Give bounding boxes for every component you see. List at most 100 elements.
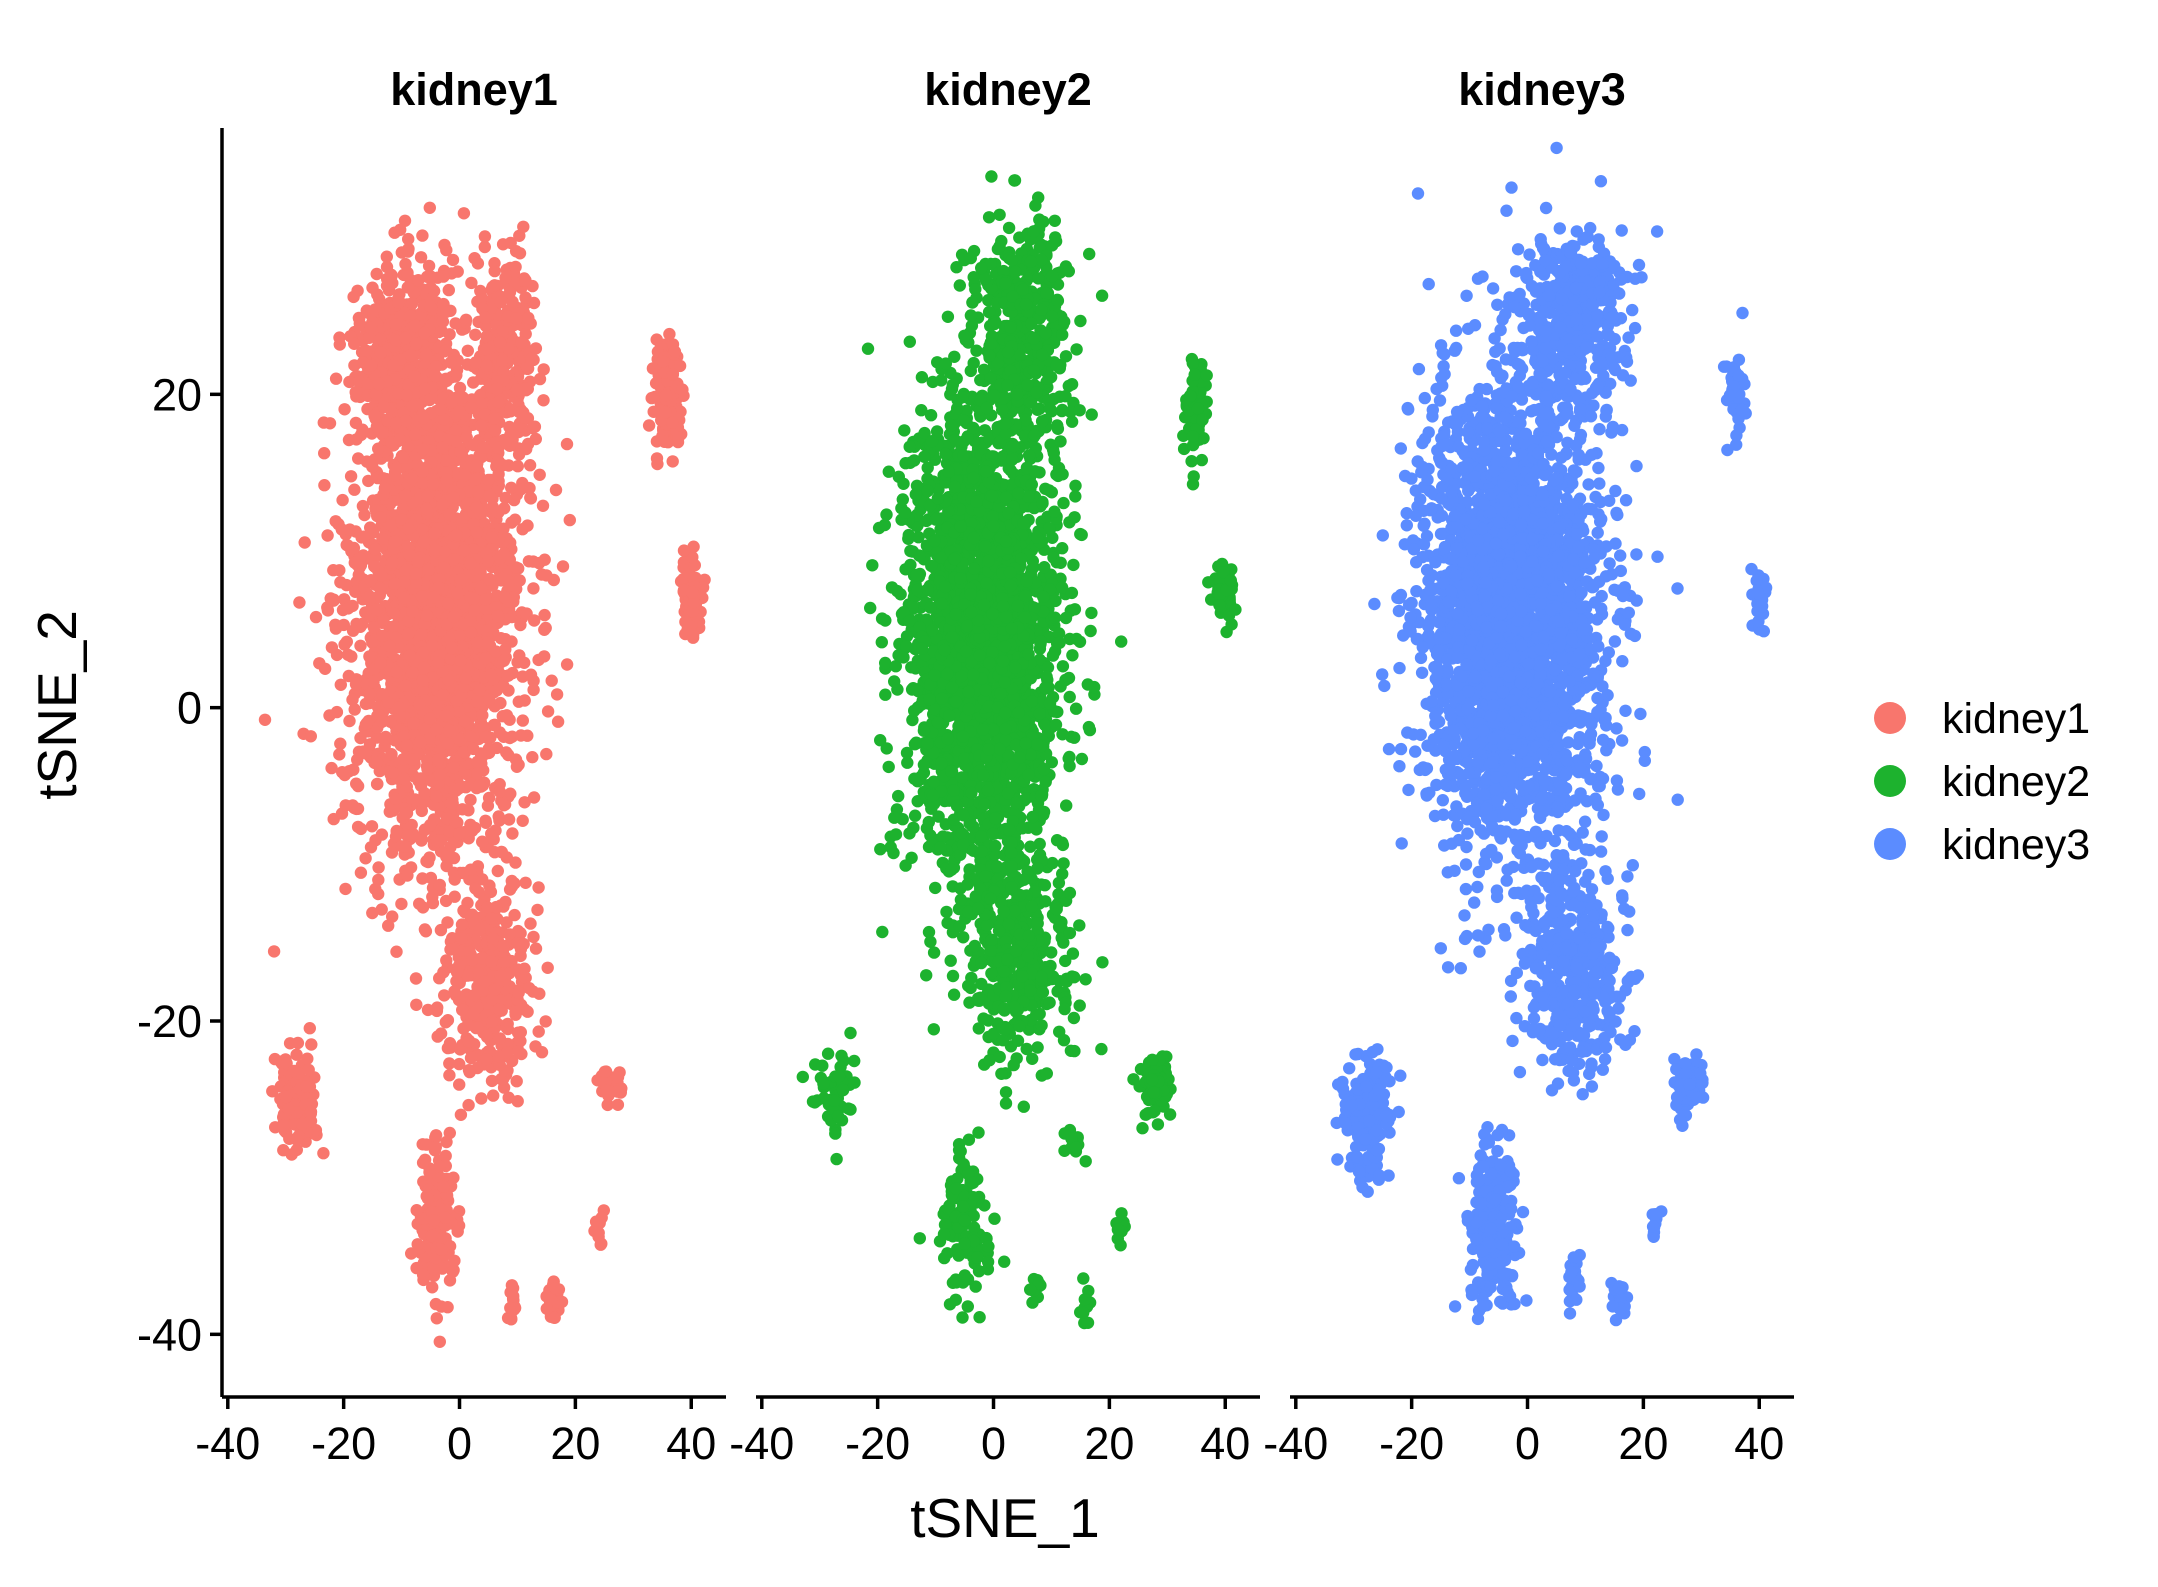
data-point bbox=[431, 271, 444, 284]
data-point bbox=[556, 560, 570, 573]
data-point bbox=[290, 1048, 303, 1061]
y-tick-label: 20 bbox=[152, 369, 202, 420]
data-point bbox=[446, 1265, 459, 1279]
data-point bbox=[512, 695, 525, 708]
data-point bbox=[480, 1029, 494, 1042]
data-point bbox=[494, 969, 507, 982]
data-point bbox=[666, 416, 679, 429]
data-point bbox=[429, 369, 442, 382]
data-point bbox=[467, 592, 480, 605]
data-point bbox=[527, 582, 540, 595]
data-point bbox=[410, 998, 423, 1011]
data-point bbox=[333, 748, 346, 761]
data-point bbox=[317, 1147, 330, 1160]
data-point bbox=[687, 628, 700, 641]
data-point bbox=[594, 1238, 607, 1251]
data-point bbox=[440, 243, 453, 257]
data-point bbox=[453, 629, 466, 642]
data-point bbox=[411, 555, 425, 569]
data-point bbox=[343, 765, 356, 778]
data-point bbox=[430, 1312, 443, 1325]
data-point bbox=[380, 250, 393, 263]
data-point bbox=[471, 767, 484, 780]
data-point bbox=[440, 473, 453, 487]
data-point bbox=[408, 793, 422, 806]
data-point bbox=[426, 639, 439, 652]
data-point bbox=[861, 342, 875, 355]
data-point bbox=[1057, 857, 1070, 870]
data-point bbox=[393, 433, 407, 446]
data-point bbox=[677, 544, 691, 557]
data-point bbox=[447, 553, 461, 566]
data-point bbox=[344, 470, 358, 483]
data-point bbox=[339, 882, 352, 896]
data-point bbox=[377, 400, 391, 414]
data-point bbox=[429, 1140, 442, 1154]
data-point bbox=[441, 1301, 454, 1314]
data-point bbox=[453, 405, 466, 418]
data-point bbox=[336, 493, 349, 507]
data-point bbox=[513, 574, 526, 587]
data-point bbox=[494, 296, 507, 309]
data-point bbox=[481, 901, 494, 914]
data-point bbox=[436, 315, 450, 328]
data-point bbox=[357, 530, 370, 543]
data-point bbox=[527, 683, 540, 697]
data-point bbox=[439, 344, 453, 357]
data-point bbox=[389, 792, 402, 805]
data-point bbox=[510, 760, 524, 773]
data-point bbox=[516, 814, 529, 827]
data-point bbox=[399, 679, 412, 692]
data-point bbox=[290, 1133, 303, 1147]
data-point bbox=[483, 572, 496, 586]
data-point bbox=[433, 1335, 446, 1349]
data-point bbox=[523, 982, 536, 995]
data-point bbox=[437, 1180, 450, 1194]
data-point bbox=[486, 932, 500, 945]
y-tick-label: -40 bbox=[137, 1309, 202, 1360]
data-point bbox=[876, 925, 889, 939]
data-point bbox=[536, 499, 550, 512]
data-point bbox=[458, 468, 471, 482]
data-point bbox=[464, 863, 477, 876]
data-point bbox=[321, 529, 334, 542]
data-point bbox=[470, 695, 484, 708]
data-point bbox=[524, 917, 537, 930]
data-point bbox=[467, 742, 480, 756]
data-point bbox=[364, 456, 377, 470]
data-point bbox=[439, 1211, 452, 1225]
data-point bbox=[866, 559, 879, 572]
data-point bbox=[371, 288, 384, 301]
data-point bbox=[456, 803, 469, 816]
data-point bbox=[318, 479, 331, 492]
data-point bbox=[372, 861, 385, 874]
data-point bbox=[492, 1003, 506, 1016]
data-point bbox=[400, 739, 414, 752]
data-point bbox=[386, 556, 399, 569]
data-point bbox=[492, 810, 505, 823]
data-point bbox=[405, 472, 418, 485]
data-point bbox=[400, 388, 413, 402]
data-point bbox=[533, 372, 547, 386]
data-point bbox=[388, 226, 401, 239]
data-point bbox=[595, 1211, 608, 1225]
data-point bbox=[471, 485, 485, 498]
data-point bbox=[397, 591, 411, 605]
data-point bbox=[658, 435, 671, 448]
data-point bbox=[402, 232, 415, 246]
data-point bbox=[445, 641, 458, 655]
data-point bbox=[490, 684, 503, 697]
data-point bbox=[484, 885, 498, 899]
data-point bbox=[431, 656, 445, 669]
data-point bbox=[492, 468, 505, 481]
data-point bbox=[538, 553, 551, 566]
data-point bbox=[291, 1036, 305, 1050]
data-point bbox=[372, 442, 385, 455]
data-point bbox=[509, 1005, 522, 1019]
panel-title: kidney2 bbox=[924, 64, 1092, 115]
data-point bbox=[407, 717, 420, 730]
data-point bbox=[372, 887, 385, 901]
data-point bbox=[303, 1021, 316, 1035]
data-point bbox=[325, 761, 338, 775]
data-point bbox=[351, 820, 365, 834]
